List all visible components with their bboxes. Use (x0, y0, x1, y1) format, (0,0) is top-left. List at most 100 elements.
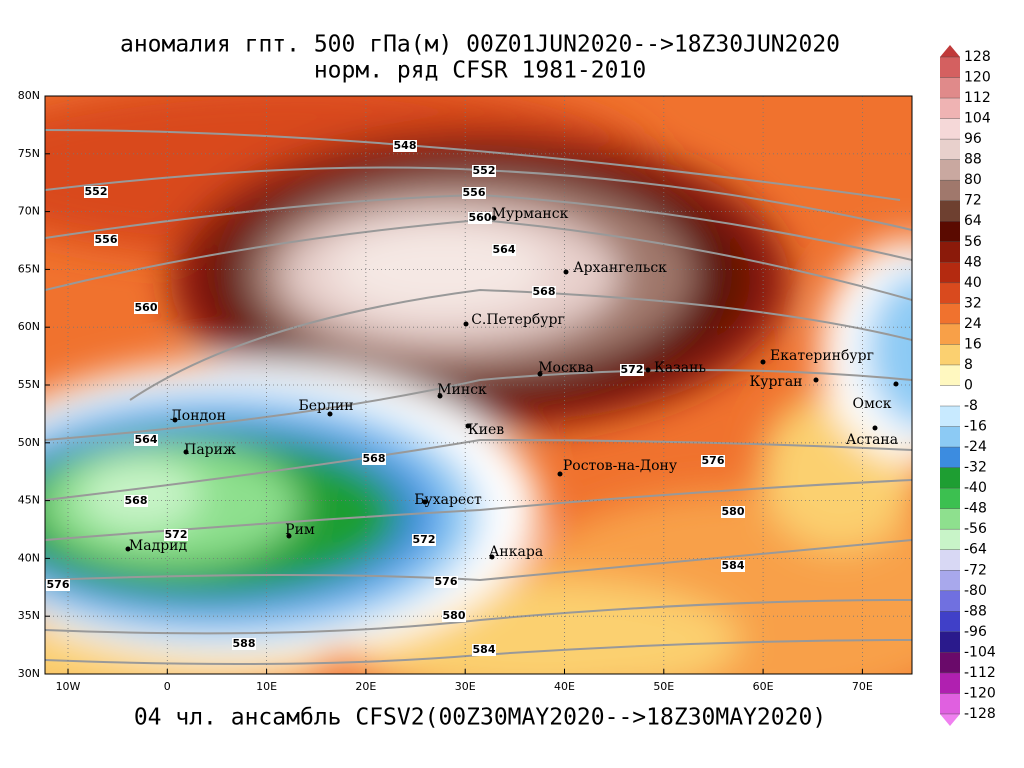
contour-label: 548 (394, 139, 417, 152)
contour-label: 568 (125, 494, 148, 507)
city-label: С.Петербург (471, 312, 565, 328)
city-dot (645, 367, 651, 373)
contour-label: 584 (473, 643, 496, 656)
contour-label-bg (412, 534, 436, 546)
colorbar-box (940, 570, 960, 591)
lon-label: 70E (852, 680, 873, 693)
colorbar-label: 80 (964, 172, 982, 188)
colorbar-box (940, 549, 960, 571)
city-label: Астана (846, 432, 898, 448)
contour-label: 568 (363, 452, 386, 465)
colorbar-label: -72 (964, 562, 987, 578)
colorbar-label: 72 (964, 193, 982, 209)
city-label: Мурманск (492, 206, 569, 222)
city-label: Анкара (489, 544, 543, 560)
contour-label: 568 (533, 285, 556, 298)
colorbar-box (940, 98, 960, 119)
colorbar-label: 128 (964, 49, 991, 65)
contour-label-bg (134, 434, 158, 446)
colorbar-label: -16 (964, 419, 987, 435)
contour-label: 580 (443, 609, 466, 622)
city-label: Лондон (170, 408, 226, 424)
contour-label: 580 (722, 505, 745, 518)
city-label: Рим (285, 522, 315, 538)
city-dot (125, 546, 131, 552)
colorbar-box (940, 57, 960, 78)
lat-label: 40N (18, 551, 40, 564)
colorbar-box (940, 139, 960, 160)
colorbar-box (940, 611, 960, 632)
colorbar-box (940, 200, 960, 222)
colorbar-box (940, 221, 960, 242)
colorbar-box (940, 77, 960, 99)
contour-label-bg (532, 286, 556, 298)
contour-label-bg (362, 453, 386, 465)
city-dot (557, 471, 563, 477)
contour-label-bg (472, 644, 496, 656)
contour-label: 588 (233, 637, 256, 650)
city-label: Курган (749, 374, 802, 390)
colorbar-box (940, 406, 960, 427)
contour-label: 560 (469, 211, 492, 224)
colorbar-box (940, 652, 960, 673)
contour-label-bg (393, 140, 417, 152)
city-label: Бухарест (414, 492, 482, 508)
colorbar-box (940, 693, 960, 714)
city-dot (760, 359, 766, 365)
city-dot (813, 377, 819, 383)
contour-label-bg (721, 506, 745, 518)
colorbar-box (940, 508, 960, 530)
labels: 80N 75N 70N 65N 60N 55N 50N 45N 40N 35N 30N 10W 0 10E… (18, 45, 996, 726)
colorbar-label: -64 (964, 542, 987, 558)
colorbar-label: -120 (964, 685, 996, 701)
contour-label-bg (84, 186, 108, 198)
lon-label: 40E (554, 680, 575, 693)
colorbar-label: 56 (964, 234, 982, 250)
colorbar-label: 120 (964, 70, 991, 86)
colorbar-box (940, 672, 960, 694)
city-dot (537, 371, 543, 377)
colorbar-label: 40 (964, 275, 982, 291)
colorbar-label: -56 (964, 521, 987, 537)
lat-label: 30N (18, 667, 40, 680)
city-dot (872, 425, 878, 431)
graticule (45, 96, 912, 674)
contour-label-bg (94, 234, 118, 246)
city-dot (172, 417, 178, 423)
colorbar-box (940, 488, 960, 509)
contour-label-bg (232, 638, 256, 650)
contour-label: 572 (165, 528, 188, 541)
city-label: Архангельск (573, 260, 667, 276)
colorbar-label: 48 (964, 254, 982, 270)
lat-label: 60N (18, 320, 40, 333)
colorbar-label: -80 (964, 583, 987, 599)
colorbar-box (940, 529, 960, 550)
colorbar-arrow (940, 45, 960, 57)
city-dot (183, 449, 189, 455)
colorbar-label: -48 (964, 501, 987, 517)
colorbar-label: -112 (964, 665, 996, 681)
contour-label-bg (164, 529, 188, 541)
contour-label: 564 (493, 243, 516, 256)
colorbar-label: -24 (964, 439, 987, 455)
lon-label: 10W (56, 680, 81, 693)
lon-label: 30E (455, 680, 476, 693)
lon-label: 10E (256, 680, 277, 693)
colorbar-label: 8 (964, 357, 973, 373)
colorbar-label: 64 (964, 213, 982, 229)
colorbar-label: -128 (964, 706, 996, 722)
contour-label: 564 (135, 433, 158, 446)
lon-label: 20E (355, 680, 376, 693)
city-label: Ростов-на-Дону (563, 458, 678, 474)
colorbar-box (940, 282, 960, 304)
lat-label: 75N (18, 147, 40, 160)
contour-label-bg (472, 165, 496, 177)
lat-label: 80N (18, 89, 40, 102)
colorbar-label: 16 (964, 336, 982, 352)
contour-label-bg (492, 244, 516, 256)
lat-label: 45N (18, 494, 40, 507)
city-dot (563, 269, 569, 275)
city-dot (327, 411, 333, 417)
contour-label-bg (442, 610, 466, 622)
city-label: Киев (468, 422, 504, 438)
